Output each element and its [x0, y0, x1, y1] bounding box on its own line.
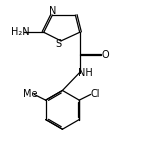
Text: H₂N: H₂N	[11, 27, 29, 37]
Text: S: S	[56, 39, 62, 49]
Text: NH: NH	[78, 68, 93, 77]
Text: Cl: Cl	[90, 89, 100, 99]
Text: N: N	[49, 7, 57, 17]
Text: O: O	[102, 50, 109, 60]
Text: Me: Me	[23, 89, 37, 99]
